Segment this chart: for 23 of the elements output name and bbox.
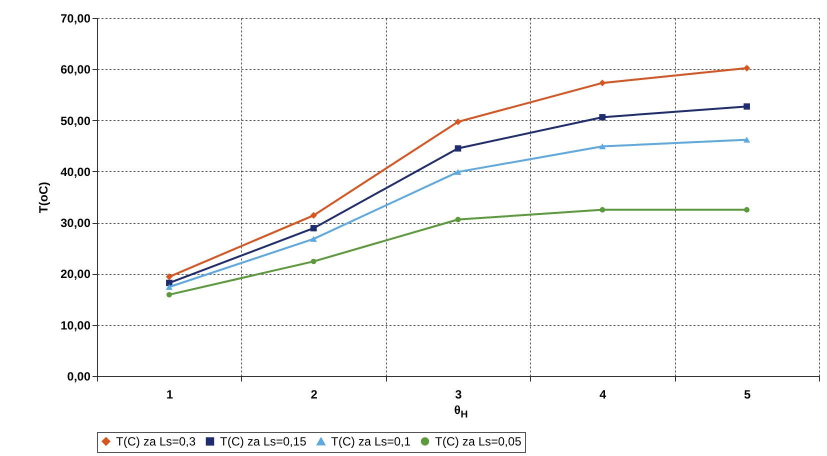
point [600,207,606,213]
x-axis-title: θ$_{H}$ [453,403,469,420]
y-tick-label: 30,00 [60,216,91,230]
y-tick-label: 20,00 [60,267,91,282]
point [744,207,750,213]
y-tick-label: 70,00 [60,12,91,26]
point [310,258,316,264]
y-tick-label: 60,00 [60,62,91,77]
y-axis-title: T(oC) [36,182,50,214]
legend-label: T(C) za Ls=0,1 [331,434,412,449]
legend-label: T(C) za Ls=0,05 [435,434,522,448]
x-tick-label: 4 [600,388,607,402]
x-tick-label: 3 [455,388,462,402]
legend-label: T(C) za Ls=0,3 [116,434,196,448]
y-tick-label: 40,00 [60,164,91,179]
legend-label: T(C) za Ls=0,15 [220,434,307,448]
x-tick-label: 5 [744,388,751,402]
point [166,292,172,298]
x-tick-label: 1 [166,388,174,402]
y-tick-label: 50,00 [60,114,91,128]
y-tick-label: 10,00 [60,318,91,332]
x-tick-label: 2 [310,388,318,402]
y-tick-label: 0,00 [67,370,91,384]
